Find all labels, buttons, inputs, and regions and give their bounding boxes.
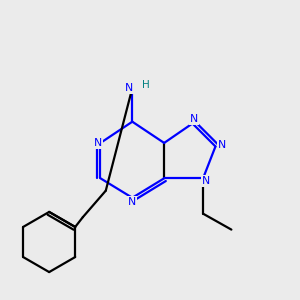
Text: N: N xyxy=(94,138,102,148)
Text: N: N xyxy=(125,83,134,93)
Text: N: N xyxy=(128,197,136,207)
Text: N: N xyxy=(190,114,198,124)
Text: N: N xyxy=(202,176,210,186)
Text: H: H xyxy=(142,80,150,89)
Text: N: N xyxy=(218,140,226,150)
